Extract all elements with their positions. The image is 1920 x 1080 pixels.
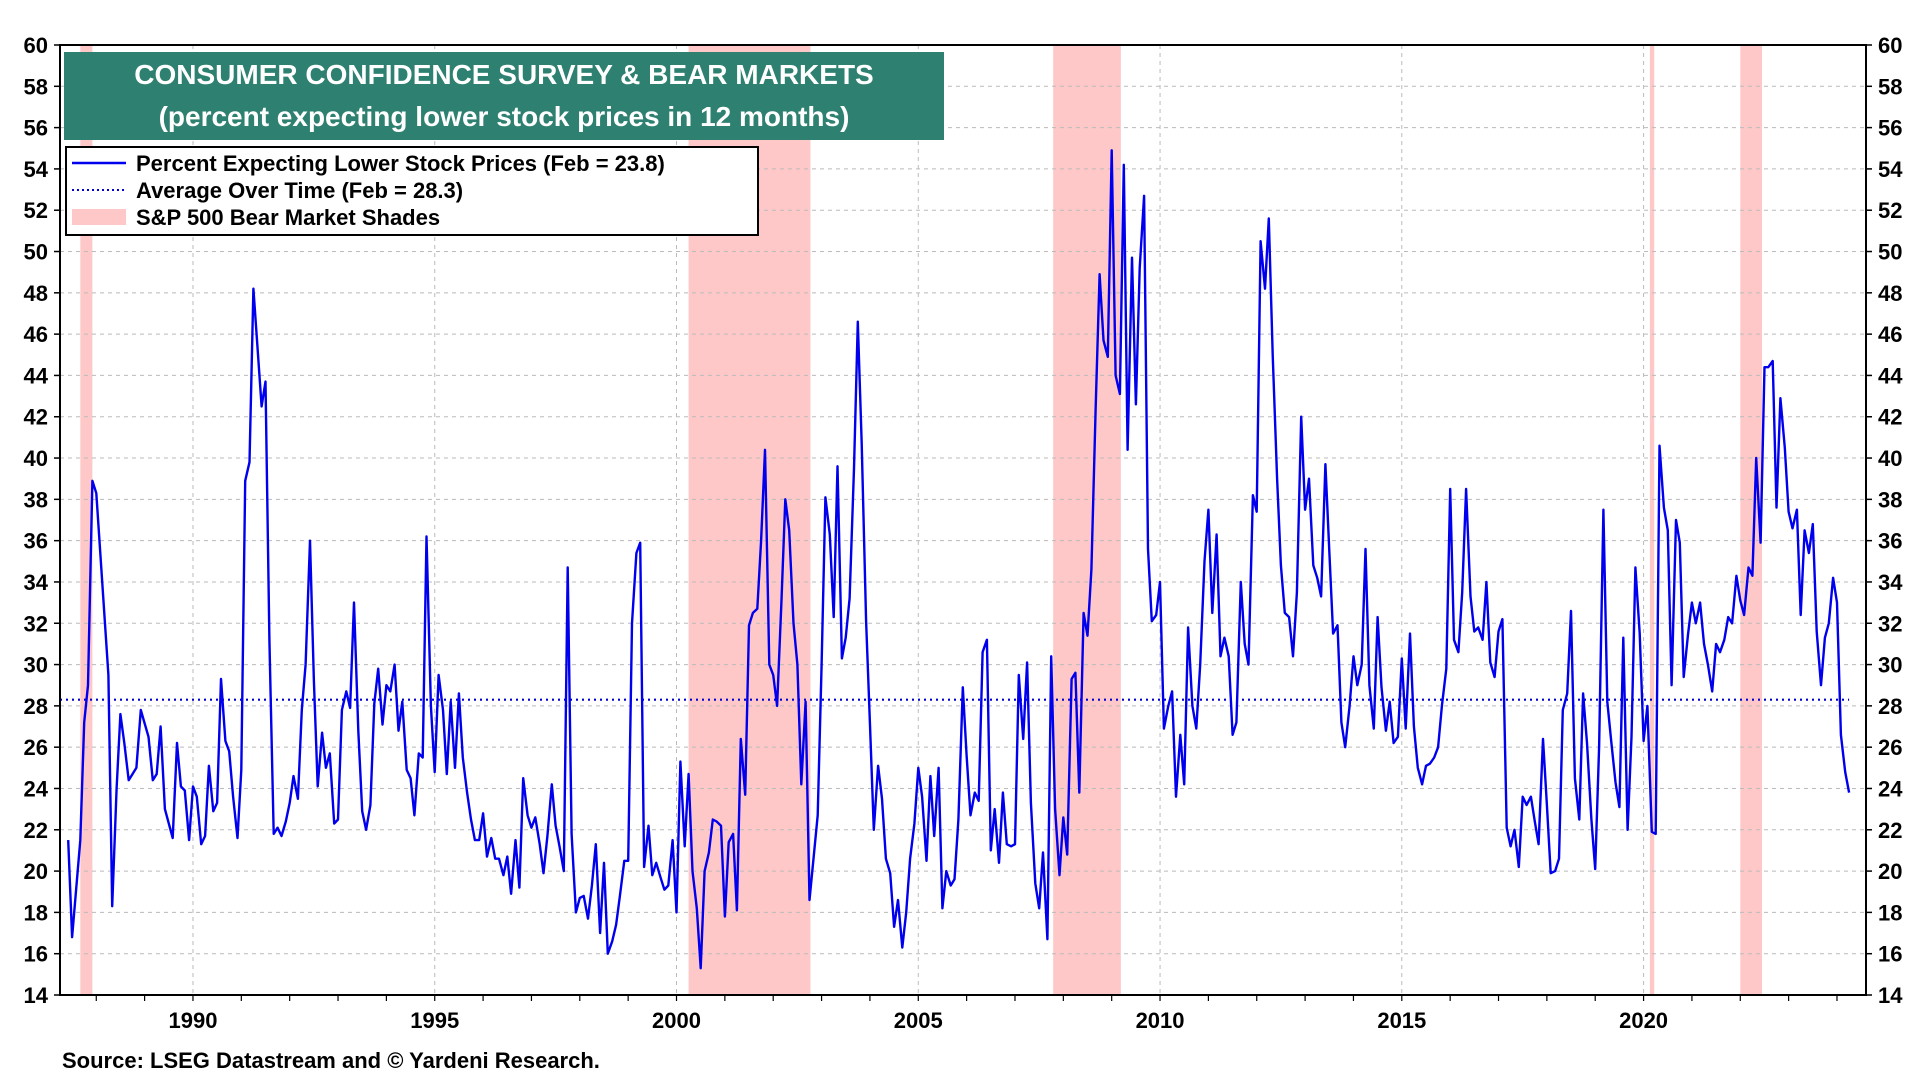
y-tick-label-right: 44 [1878, 363, 1903, 388]
y-tick-label-left: 18 [24, 900, 48, 925]
y-tick-label-left: 40 [24, 446, 48, 471]
y-tick-label-left: 34 [24, 570, 49, 595]
y-tick-label-right: 38 [1878, 487, 1902, 512]
y-tick-label-right: 52 [1878, 198, 1902, 223]
y-tick-label-right: 20 [1878, 859, 1902, 884]
y-tick-label-right: 18 [1878, 900, 1902, 925]
bear-market-shade-4 [1649, 45, 1655, 995]
legend: Percent Expecting Lower Stock Prices (Fe… [65, 146, 759, 236]
y-tick-label-right: 22 [1878, 818, 1902, 843]
y-tick-label-left: 56 [24, 116, 48, 141]
gridlines [60, 45, 1866, 995]
title-box: CONSUMER CONFIDENCE SURVEY & BEAR MARKET… [64, 52, 944, 140]
y-tick-label-right: 14 [1878, 983, 1903, 1008]
y-tick-label-left: 54 [24, 157, 49, 182]
y-axis-right: 14 16 18 20 22 24 26 28 30 32 34 36 38 40 42 44 46 48 50 52… [1866, 33, 1903, 1008]
y-tick-label-left: 30 [24, 653, 48, 678]
y-tick-label-right: 34 [1878, 570, 1903, 595]
y-tick-label-right: 24 [1878, 776, 1903, 801]
y-tick-label-right: 50 [1878, 240, 1902, 265]
y-tick-label-left: 42 [24, 405, 48, 430]
y-tick-label-left: 20 [24, 859, 48, 884]
y-tick-label-left: 26 [24, 735, 48, 760]
y-tick-label-left: 22 [24, 818, 48, 843]
y-tick-label-right: 28 [1878, 694, 1902, 719]
y-tick-label-right: 48 [1878, 281, 1902, 306]
y-tick-label-right: 16 [1878, 942, 1902, 967]
title-background [64, 52, 944, 140]
y-tick-label-right: 58 [1878, 74, 1902, 99]
y-tick-label-left: 38 [24, 487, 48, 512]
x-axis: 1990 1995 2000 2005 2010 2015 2020 [95, 995, 1838, 1033]
plot-frame [59, 44, 1867, 996]
y-tick-label-left: 50 [24, 240, 48, 265]
y-axis-left: 14 16 18 20 22 24 26 28 30 32 34 36 38 40 42 44 46 48 50 52… [24, 33, 60, 1008]
y-tick-label-left: 48 [24, 281, 48, 306]
y-tick-label-right: 54 [1878, 157, 1903, 182]
y-tick-label-right: 42 [1878, 405, 1902, 430]
legend-label-average: Average Over Time (Feb = 28.3) [136, 178, 463, 203]
y-tick-label-left: 58 [24, 74, 48, 99]
x-tick-label: 2005 [894, 1008, 943, 1033]
y-tick-label-left: 60 [24, 33, 48, 58]
chart-title: CONSUMER CONFIDENCE SURVEY & BEAR MARKET… [134, 59, 873, 90]
series-layer [67, 149, 1851, 970]
y-tick-label-left: 46 [24, 322, 48, 347]
y-tick-label-right: 40 [1878, 446, 1902, 471]
legend-box [65, 146, 759, 236]
y-tick-label-right: 36 [1878, 529, 1902, 554]
chart-subtitle: (percent expecting lower stock prices in… [159, 101, 850, 132]
y-tick-label-left: 36 [24, 529, 48, 554]
x-tick-label: 2020 [1619, 1008, 1668, 1033]
y-tick-label-left: 24 [24, 776, 49, 801]
y-tick-label-right: 26 [1878, 735, 1902, 760]
y-tick-label-left: 44 [24, 363, 49, 388]
legend-label-shade: S&P 500 Bear Market Shades [136, 205, 440, 230]
source-note: Source: LSEG Datastream and © Yardeni Re… [62, 1048, 600, 1073]
bear-market-shade-5 [1740, 45, 1763, 995]
y-tick-label-left: 52 [24, 198, 48, 223]
y-tick-label-left: 32 [24, 611, 48, 636]
y-tick-label-right: 30 [1878, 653, 1902, 678]
y-tick-label-left: 28 [24, 694, 48, 719]
legend-swatch-shade [72, 209, 126, 225]
y-tick-label-right: 32 [1878, 611, 1902, 636]
series-line-percent-expecting-lower [67, 149, 1851, 970]
y-tick-label-right: 60 [1878, 33, 1902, 58]
x-tick-label: 2000 [652, 1008, 701, 1033]
x-tick-label: 1995 [410, 1008, 459, 1033]
x-tick-label: 2010 [1136, 1008, 1185, 1033]
legend-label-series: Percent Expecting Lower Stock Prices (Fe… [136, 151, 665, 176]
y-tick-label-left: 16 [24, 942, 48, 967]
y-tick-label-right: 56 [1878, 116, 1902, 141]
x-tick-label: 2015 [1377, 1008, 1426, 1033]
y-tick-label-left: 14 [24, 983, 49, 1008]
x-tick-label: 1990 [168, 1008, 217, 1033]
y-tick-label-right: 46 [1878, 322, 1902, 347]
